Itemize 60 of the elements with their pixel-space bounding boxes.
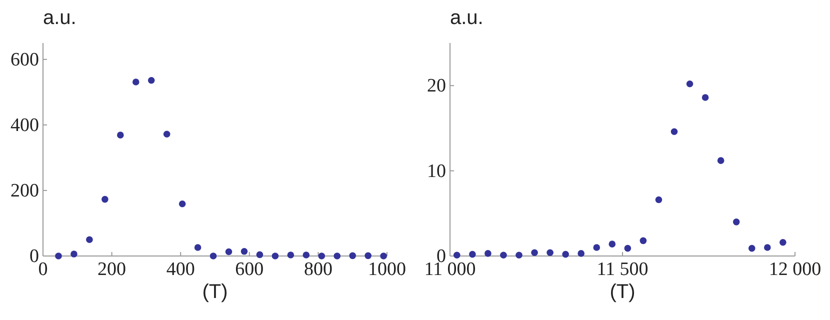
x-axis-title: (T) [202,281,228,303]
point [686,80,694,88]
point [748,244,756,252]
y-tick-label: 0 [30,246,39,267]
point [640,237,647,244]
point [608,240,616,248]
point [764,244,771,251]
point [132,78,140,86]
point [256,251,264,258]
point [454,252,460,259]
point [484,250,492,257]
point [302,252,310,258]
point [117,132,124,138]
point [578,250,584,257]
y-tick-label: 10 [427,160,446,182]
y-axis-title: a.u. [450,7,484,29]
point [178,200,186,208]
point [364,252,372,260]
point [500,252,507,259]
point [148,76,155,84]
point [702,94,709,101]
y-tick-label: 200 [10,180,39,202]
point [531,249,538,256]
x-tick-label: 600 [235,259,264,280]
x-axis-title: (T) [610,281,636,303]
point [593,244,600,251]
point [225,248,232,256]
point [55,252,62,260]
y-tick-label: 400 [10,114,39,136]
point [70,250,78,258]
point [717,157,724,164]
point [210,252,217,260]
y-axis-title: a.u. [43,7,76,29]
x-tick-label: 400 [166,259,195,280]
point [334,252,341,260]
point [318,252,326,260]
x-tick-label: 800 [304,259,332,280]
x-tick-label: 11 500 [596,259,648,280]
point [287,252,294,258]
point [624,244,632,252]
x-tick-label: 200 [98,259,126,280]
x-tick-label: 1000 [368,259,406,280]
x-tick-label: 12 000 [768,259,822,280]
point [163,130,170,138]
point [102,196,108,203]
point [732,218,740,226]
point [562,250,569,258]
point [349,252,356,260]
point [780,238,786,246]
point [272,252,279,260]
point [670,128,678,136]
point [194,244,202,251]
point [240,248,248,255]
y-tick-label: 600 [10,49,39,70]
point [86,236,93,244]
y-tick-label: 20 [427,76,446,97]
point [469,250,476,258]
point [546,249,554,256]
point [655,196,662,204]
point [516,252,522,259]
